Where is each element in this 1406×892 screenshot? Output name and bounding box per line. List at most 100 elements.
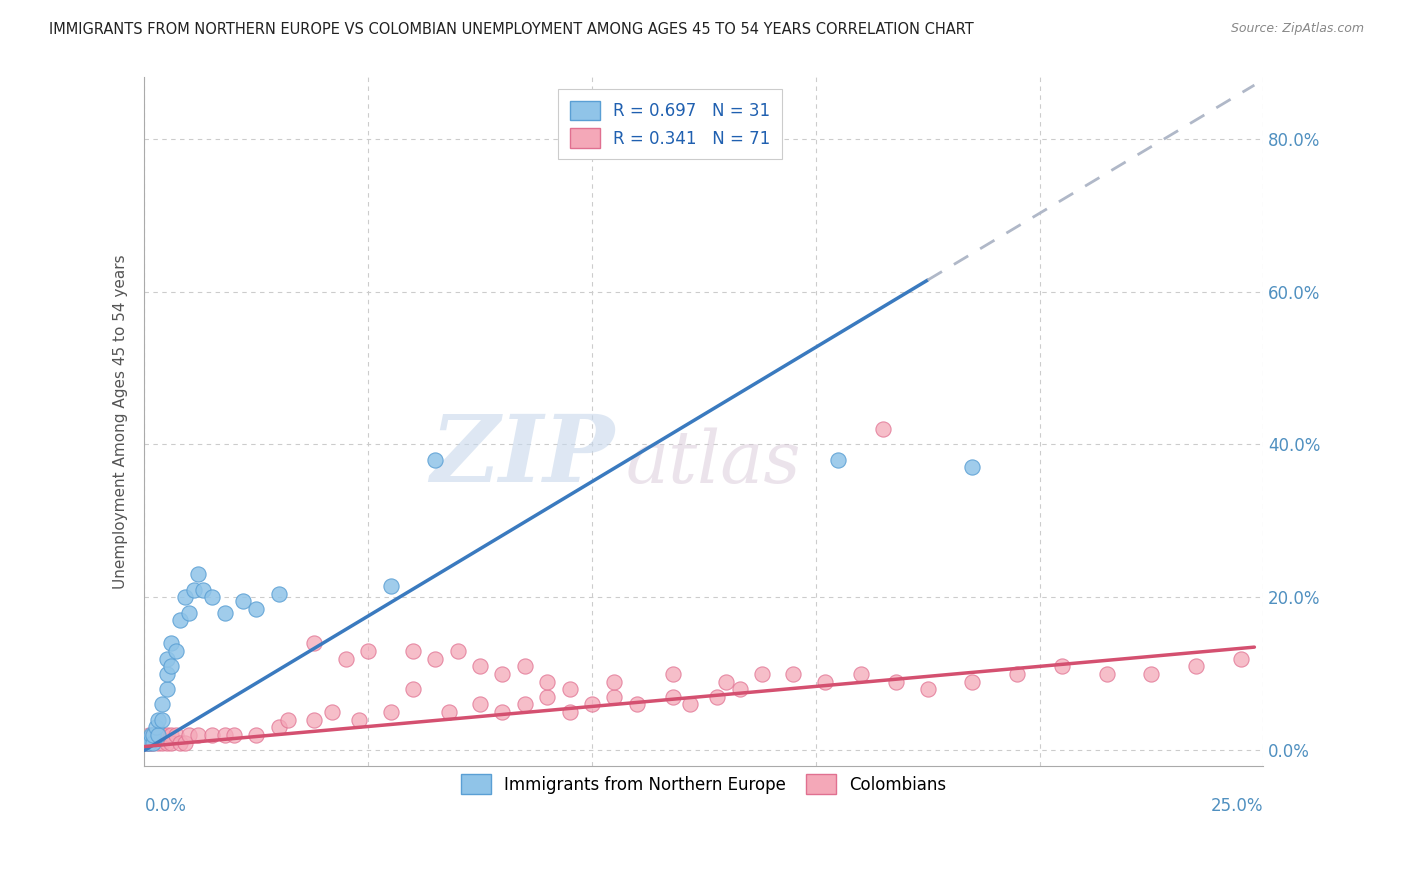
Point	[603, 690, 626, 704]
Point	[150, 713, 173, 727]
Point	[347, 713, 370, 727]
Point	[872, 422, 894, 436]
Point	[160, 736, 183, 750]
Point	[150, 728, 173, 742]
Point	[146, 728, 169, 742]
Point	[491, 666, 513, 681]
Text: atlas: atlas	[626, 427, 801, 498]
Point	[214, 728, 236, 742]
Point	[139, 728, 162, 742]
Point	[468, 698, 491, 712]
Point	[245, 602, 267, 616]
Y-axis label: Unemployment Among Ages 45 to 54 years: Unemployment Among Ages 45 to 54 years	[114, 254, 128, 589]
Point	[626, 698, 648, 712]
Point	[380, 579, 402, 593]
Point	[962, 460, 984, 475]
Point	[187, 728, 209, 742]
Point	[536, 674, 558, 689]
Point	[138, 736, 160, 750]
Point	[603, 674, 626, 689]
Point	[142, 736, 165, 750]
Point	[150, 736, 173, 750]
Point	[245, 728, 267, 742]
Text: ZIP: ZIP	[430, 411, 614, 501]
Point	[513, 659, 536, 673]
Point	[491, 705, 513, 719]
Point	[782, 666, 804, 681]
Point	[146, 728, 169, 742]
Point	[183, 582, 205, 597]
Point	[146, 736, 169, 750]
Text: Source: ZipAtlas.com: Source: ZipAtlas.com	[1230, 22, 1364, 36]
Point	[728, 682, 751, 697]
Point	[173, 591, 195, 605]
Point	[200, 728, 222, 742]
Point	[139, 736, 162, 750]
Point	[160, 728, 183, 742]
Point	[156, 682, 179, 697]
Point	[917, 682, 939, 697]
Point	[156, 736, 179, 750]
Point	[156, 666, 179, 681]
Point	[160, 636, 183, 650]
Text: 0.0%: 0.0%	[145, 797, 186, 814]
Point	[513, 698, 536, 712]
Point	[321, 705, 343, 719]
Point	[1230, 651, 1253, 665]
Point	[214, 606, 236, 620]
Point	[267, 586, 290, 600]
Point	[277, 713, 299, 727]
Point	[679, 698, 702, 712]
Point	[558, 682, 581, 697]
Point	[165, 728, 187, 742]
Point	[232, 594, 254, 608]
Point	[1140, 666, 1163, 681]
Point	[169, 613, 191, 627]
Point	[1095, 666, 1118, 681]
Point	[169, 736, 191, 750]
Point	[138, 728, 160, 742]
Point	[425, 452, 447, 467]
Point	[716, 674, 738, 689]
Point	[468, 659, 491, 673]
Point	[437, 705, 460, 719]
Point	[142, 728, 165, 742]
Point	[661, 666, 683, 681]
Point	[191, 582, 214, 597]
Point	[179, 606, 201, 620]
Point	[145, 720, 167, 734]
Point	[661, 690, 683, 704]
Point	[135, 736, 157, 750]
Point	[304, 636, 326, 650]
Point	[1005, 666, 1028, 681]
Point	[814, 674, 837, 689]
Point	[447, 644, 470, 658]
Point	[751, 666, 773, 681]
Point	[1050, 659, 1073, 673]
Text: IMMIGRANTS FROM NORTHERN EUROPE VS COLOMBIAN UNEMPLOYMENT AMONG AGES 45 TO 54 YE: IMMIGRANTS FROM NORTHERN EUROPE VS COLOM…	[49, 22, 974, 37]
Point	[1185, 659, 1208, 673]
Point	[187, 567, 209, 582]
Point	[581, 698, 603, 712]
Point	[135, 736, 157, 750]
Point	[222, 728, 245, 742]
Point	[135, 736, 157, 750]
Point	[146, 713, 169, 727]
Point	[425, 651, 447, 665]
Point	[200, 591, 222, 605]
Point	[402, 682, 425, 697]
Point	[706, 690, 728, 704]
Point	[142, 736, 165, 750]
Legend: Immigrants from Northern Europe, Colombians: Immigrants from Northern Europe, Colombi…	[453, 766, 955, 802]
Point	[179, 728, 201, 742]
Point	[558, 705, 581, 719]
Point	[156, 728, 179, 742]
Point	[142, 728, 165, 742]
Point	[150, 698, 173, 712]
Point	[156, 651, 179, 665]
Point	[138, 736, 160, 750]
Point	[827, 452, 849, 467]
Point	[335, 651, 357, 665]
Text: 25.0%: 25.0%	[1211, 797, 1264, 814]
Point	[173, 736, 195, 750]
